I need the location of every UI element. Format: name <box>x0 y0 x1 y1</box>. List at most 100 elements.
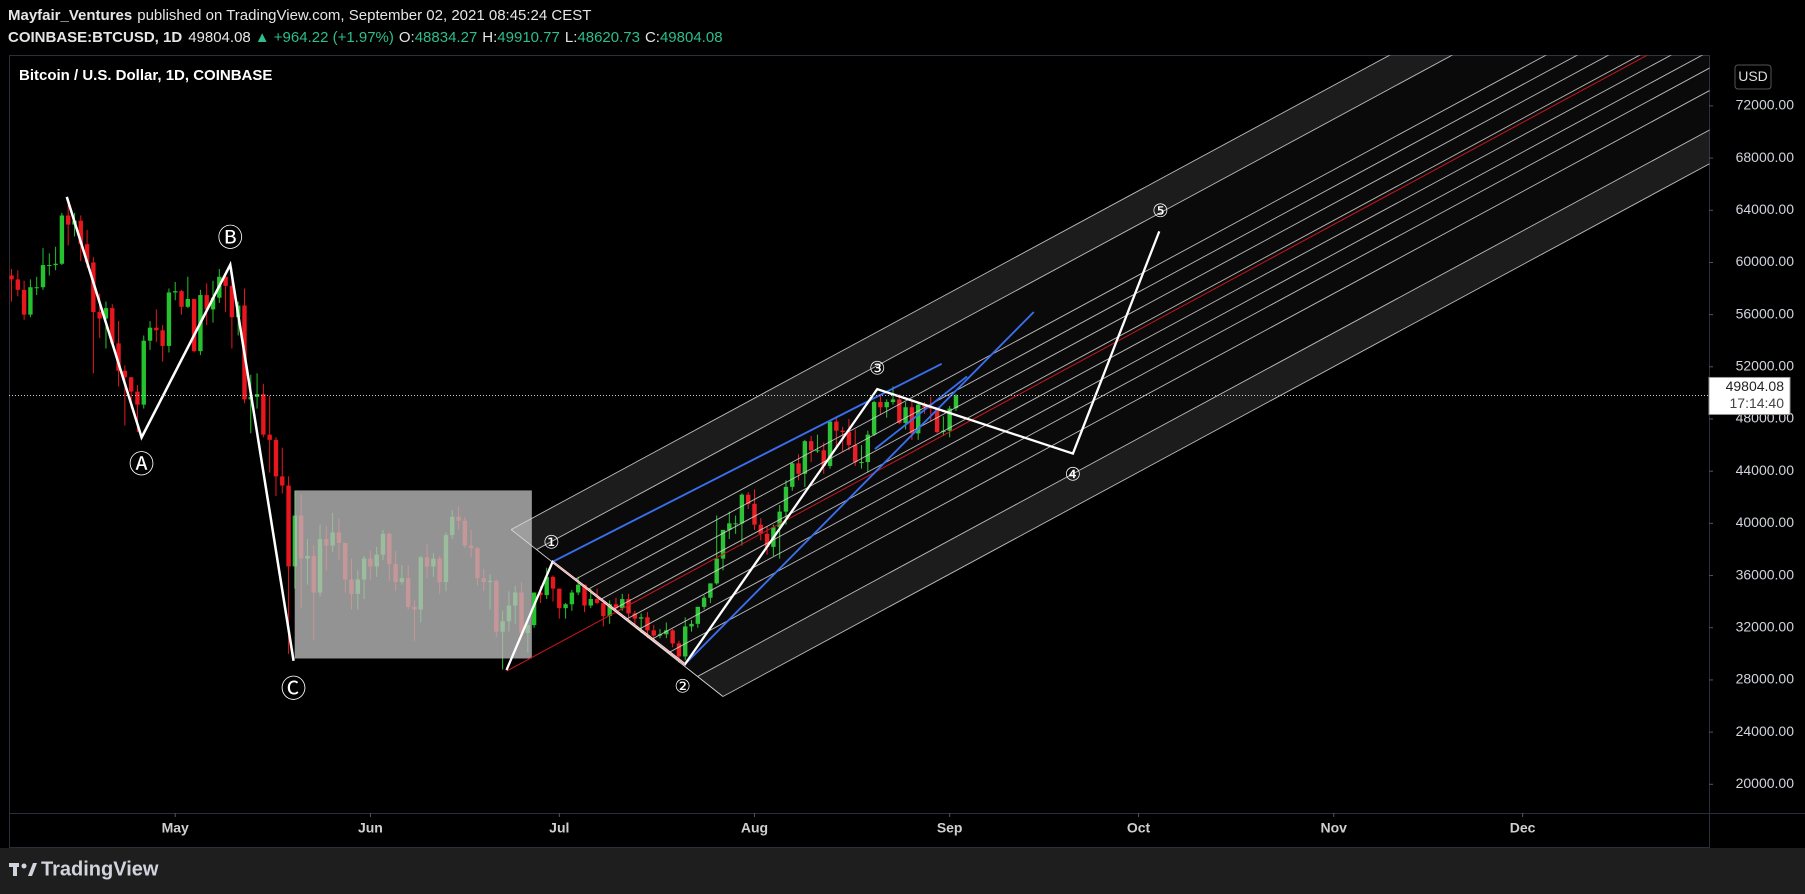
candle-body <box>154 327 159 331</box>
candle-body <box>834 421 839 431</box>
symbol: COINBASE:BTCUSD, 1D <box>8 29 182 46</box>
candle-body <box>607 604 612 616</box>
candle-body <box>865 434 871 463</box>
fork-line <box>638 55 1703 631</box>
wave-label: Ⓑ <box>218 222 243 252</box>
candle-body <box>210 297 216 310</box>
x-tick-label: Jul <box>549 820 569 836</box>
candle-body <box>915 404 921 434</box>
candle-body <box>802 441 808 474</box>
y-tick-label: 52000.00 <box>1736 358 1795 374</box>
price-tag-label: 49804.08 <box>1726 378 1785 394</box>
wave-label: Ⓒ <box>281 674 306 704</box>
candle-body <box>28 287 33 315</box>
brand[interactable]: TradingView <box>41 858 159 880</box>
candle-body <box>582 584 587 606</box>
fork-line <box>599 55 1610 601</box>
candle-body <box>47 265 52 267</box>
x-tick-label: Oct <box>1127 820 1151 836</box>
trend-line <box>684 311 1035 665</box>
fork-line <box>722 163 1710 697</box>
candle-body <box>91 262 96 313</box>
candle-body <box>103 308 109 319</box>
author: Mayfair_Ventures <box>8 7 132 24</box>
y-tick-label: 40000.00 <box>1736 514 1795 530</box>
change: ▲ +964.22 (+1.97%) <box>255 29 394 46</box>
countdown: 17:14:40 <box>1730 395 1785 411</box>
candle-body <box>21 289 27 315</box>
candle-body <box>128 377 134 392</box>
y-tick-label: 68000.00 <box>1736 149 1795 165</box>
candle-body <box>9 275 14 280</box>
y-tick-label: 72000.00 <box>1736 97 1795 113</box>
pitchfork <box>510 55 1710 697</box>
x-tick-label: May <box>162 820 189 836</box>
last-price: 49804.08 <box>188 29 251 46</box>
fork-band <box>511 55 1452 550</box>
candle-body <box>821 450 826 466</box>
candle-body <box>122 370 128 378</box>
candle-body <box>739 494 745 524</box>
candle-body <box>790 463 795 487</box>
wave-label: ③ <box>869 359 886 380</box>
fork-line <box>587 55 1578 591</box>
published: published on TradingView.com, September … <box>137 7 591 24</box>
fork-line <box>536 55 1453 550</box>
y-tick-label: 64000.00 <box>1736 201 1795 217</box>
candle-body <box>846 432 852 446</box>
candle-body <box>173 291 178 293</box>
currency-box[interactable] <box>1734 64 1772 90</box>
candle-body <box>827 421 833 466</box>
candle-body <box>544 576 549 596</box>
candle-body <box>752 503 757 525</box>
candle-body <box>664 630 669 635</box>
x-tick-label: Nov <box>1321 820 1348 836</box>
ohlc-label: C: <box>645 29 660 46</box>
candle-body <box>626 599 631 614</box>
candle-body <box>683 626 688 657</box>
wave-abc <box>65 196 295 661</box>
candle-body <box>273 439 279 477</box>
y-tick-label: 32000.00 <box>1736 618 1795 634</box>
currency[interactable]: USD <box>1738 68 1768 84</box>
fork-line <box>574 55 1547 581</box>
candle-body <box>59 215 65 264</box>
fork-line <box>650 67 1710 641</box>
candle-body <box>160 330 165 346</box>
candle-body <box>947 408 952 431</box>
candle-body <box>191 298 197 352</box>
trend-line <box>552 362 943 563</box>
candle-body <box>141 340 146 405</box>
candle-body <box>953 395 959 409</box>
price-tag <box>1708 376 1791 415</box>
y-tick-label: 36000.00 <box>1736 566 1795 582</box>
candle-body <box>632 613 638 619</box>
candle-body <box>815 450 820 452</box>
candle-body <box>261 394 266 435</box>
axes: 20000.00 24000.00 28000.00 32000.00 36000.00… <box>9 97 1794 836</box>
fork-band <box>697 129 1710 697</box>
candle-body <box>701 597 707 607</box>
wave-label: ④ <box>1065 464 1082 485</box>
candle-body <box>538 592 543 596</box>
candle-body <box>695 606 701 624</box>
ohlc-label: O: <box>399 29 415 46</box>
candle-body <box>34 287 39 289</box>
candle-body <box>65 215 71 225</box>
fork-line <box>612 55 1641 611</box>
wave-label: ⑤ <box>1152 201 1169 222</box>
candle-body <box>280 476 285 486</box>
candle-body <box>557 588 562 609</box>
candle-body <box>254 394 260 397</box>
candle-body <box>651 630 656 636</box>
candle-body <box>645 617 650 631</box>
median-line <box>506 55 1649 672</box>
candle-body <box>934 408 940 433</box>
ohlc-label: L: <box>565 29 578 46</box>
candle-body <box>15 279 21 290</box>
candle-body <box>286 485 291 567</box>
candle-body <box>758 524 763 534</box>
wave-label: Ⓐ <box>129 449 154 479</box>
candle-body <box>575 584 581 593</box>
candle-body <box>840 430 845 433</box>
